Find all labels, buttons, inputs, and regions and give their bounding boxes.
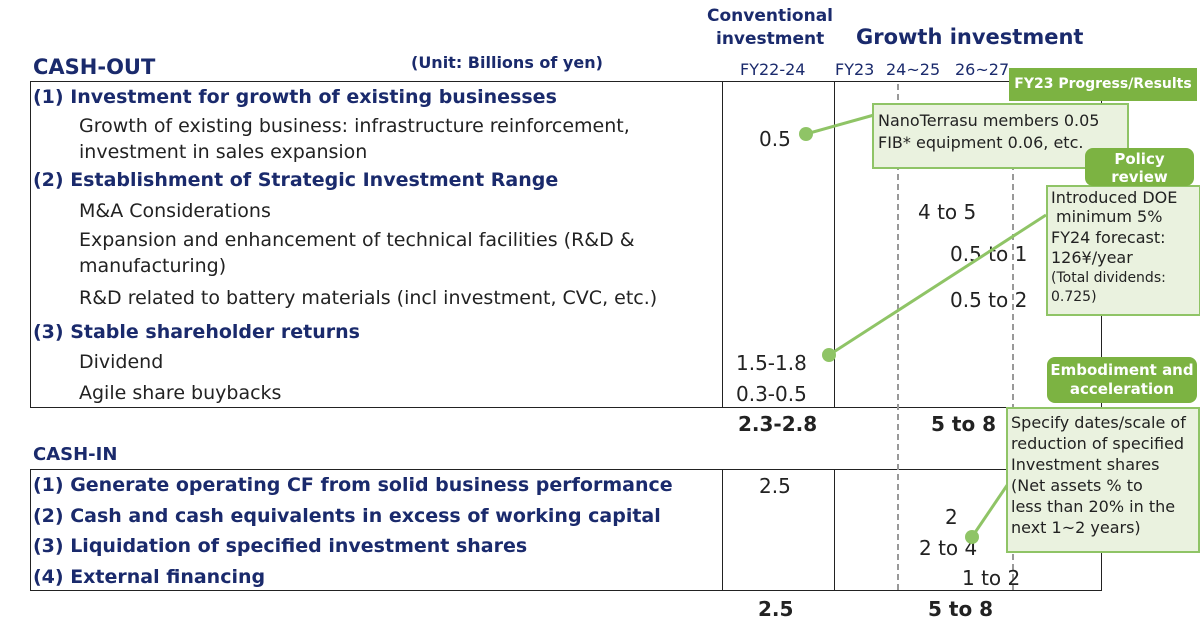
tech-facilities-value: 0.5 to 1 [950, 242, 1028, 266]
conventional-header-line2: investment [716, 29, 825, 49]
cash-out-top-rule [30, 81, 1102, 82]
progress-connector-dot [799, 127, 813, 141]
embody-note-line2: reduction of specified [1011, 434, 1185, 453]
cash-in-title: CASH-IN [33, 444, 118, 465]
tech-facilities-label-line2: manufacturing) [79, 255, 227, 277]
dashed-divider-24-25 [1012, 84, 1014, 590]
embodiment-tag: Embodiment and acceleration [1047, 357, 1197, 403]
policy-connector-dot [822, 348, 836, 362]
policy-callout-box: Introduced DOE minimum 5% FY24 forecast:… [1046, 185, 1200, 316]
cash-out-total-growth: 5 to 8 [931, 412, 997, 436]
cash-in-row-operating-cf: (1) Generate operating CF from solid bus… [33, 474, 673, 496]
cash-out-col-rule-2 [834, 81, 835, 408]
ma-label: M&A Considerations [79, 200, 271, 222]
embody-note-line5: less than 20% in the [1011, 497, 1176, 516]
buyback-label: Agile share buybacks [79, 382, 282, 404]
cash-out-col-rule-1 [722, 81, 723, 408]
fy23-progress-tag: FY23 Progress/Results [1009, 68, 1197, 101]
embodiment-connector [970, 477, 1014, 538]
progress-note-line1: NanoTerrasu members 0.05 [878, 111, 1100, 130]
embody-note-line6: next 1~2 years) [1011, 518, 1141, 537]
policy-note-line6: 0.725) [1051, 289, 1097, 305]
cash-in-row-excess-cash: (2) Cash and cash equivalents in excess … [33, 505, 661, 527]
cash-in-col-rule-1 [722, 469, 723, 590]
embodiment-connector-dot [965, 530, 979, 544]
progress-note-line2: FIB* equipment 0.06, etc. [878, 133, 1084, 152]
battery-rd-value: 0.5 to 2 [950, 288, 1028, 312]
existing-business-label-line1: Growth of existing business: infrastruct… [79, 115, 630, 137]
policy-note-line2: minimum 5% [1056, 207, 1163, 226]
cash-in-top-rule [30, 469, 1102, 470]
policy-review-tag: Policy review [1085, 148, 1194, 186]
excess-cash-value: 2 [945, 505, 958, 529]
policy-connector [828, 213, 1047, 357]
embody-tag-line2: acceleration [1069, 380, 1175, 398]
policy-note-line3: FY24 forecast: [1051, 228, 1166, 247]
section-strategic-investment: (2) Establishment of Strategic Investmen… [33, 169, 559, 191]
embody-note-line4: (Net assets % to [1011, 476, 1143, 495]
cash-in-bottom-rule [30, 590, 1102, 591]
dividend-label: Dividend [79, 351, 164, 373]
policy-note-line4: 126¥/year [1051, 248, 1133, 267]
progress-connector [805, 113, 875, 136]
conventional-header-line1: Conventional [707, 6, 834, 26]
unit-label: (Unit: Billions of yen) [411, 53, 603, 72]
growth-investment-header: Growth investment [856, 25, 1084, 49]
existing-business-value: 0.5 [759, 127, 791, 151]
cash-in-col-rule-2 [834, 469, 835, 590]
tech-facilities-label-line1: Expansion and enhancement of technical f… [79, 229, 635, 251]
period-fy23: FY23 [835, 60, 875, 79]
policy-note-line1: Introduced DOE [1051, 188, 1178, 207]
policy-tag-line1: Policy [1114, 150, 1165, 168]
buyback-value: 0.3-0.5 [736, 382, 807, 406]
embody-note-line1: Specify dates/scale of [1011, 413, 1186, 432]
cash-out-left-rule [30, 81, 31, 408]
existing-business-label-line2: investment in sales expansion [79, 141, 368, 163]
cash-in-total-growth: 5 to 8 [928, 597, 994, 621]
section-investment-existing: (1) Investment for growth of existing bu… [33, 86, 557, 108]
policy-tag-line2: review [1111, 168, 1168, 186]
dividend-value: 1.5-1.8 [736, 351, 807, 375]
cash-in-total-conventional: 2.5 [758, 597, 794, 621]
external-financing-value: 1 to 2 [962, 566, 1021, 590]
operating-cf-value: 2.5 [759, 474, 791, 498]
cash-out-bottom-rule [30, 407, 1102, 408]
cash-in-left-rule [30, 469, 31, 590]
cash-out-total-conventional: 2.3-2.8 [738, 412, 818, 436]
embody-tag-line1: Embodiment and [1050, 361, 1194, 379]
section-shareholder-returns: (3) Stable shareholder returns [33, 321, 360, 343]
period-24-25: 24~25 [886, 60, 941, 79]
ma-value: 4 to 5 [918, 200, 977, 224]
dashed-divider-fy23 [897, 84, 899, 590]
period-fy22-24: FY22-24 [740, 60, 806, 79]
battery-rd-label: R&D related to battery materials (incl i… [79, 287, 658, 309]
cash-in-row-liquidation: (3) Liquidation of specified investment … [33, 535, 528, 557]
period-26-27: 26~27 [955, 60, 1010, 79]
embody-note-line3: Investment shares [1011, 455, 1160, 474]
policy-note-line5: (Total dividends: [1051, 270, 1166, 286]
embodiment-callout-box: Specify dates/scale of reduction of spec… [1006, 407, 1200, 553]
cash-out-title: CASH-OUT [33, 55, 156, 79]
cash-in-row-external-financing: (4) External financing [33, 566, 266, 588]
